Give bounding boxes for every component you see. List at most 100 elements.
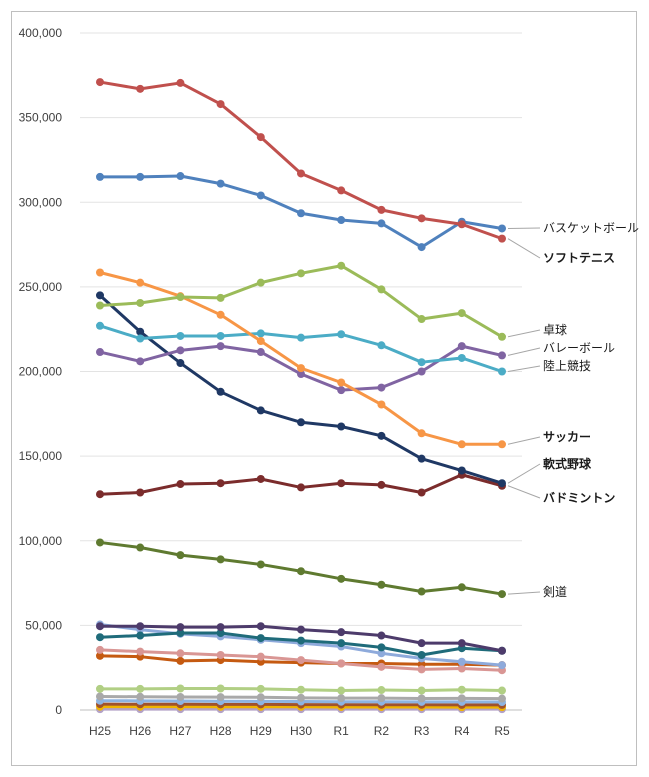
series-point — [457, 309, 466, 318]
leader-line — [507, 329, 541, 338]
series-line — [98, 294, 503, 485]
x-tick-label: H27 — [169, 724, 191, 738]
x-tick-label: H28 — [210, 724, 232, 738]
series-point — [136, 647, 145, 656]
series-point — [176, 293, 185, 302]
leader-line — [507, 463, 541, 484]
series-point — [136, 692, 145, 701]
series-point — [297, 685, 305, 694]
x-tick-label: R3 — [414, 724, 430, 738]
series-point — [457, 657, 466, 666]
series-point — [377, 341, 386, 350]
series-point — [136, 172, 145, 181]
series-point — [498, 440, 506, 449]
series-point — [377, 580, 386, 589]
series-point — [216, 293, 225, 302]
series-point — [498, 686, 506, 695]
series-point — [176, 346, 185, 355]
series-point — [457, 466, 466, 475]
series-label: サッカー — [543, 430, 591, 444]
series-point — [216, 684, 225, 693]
series-point — [297, 636, 305, 645]
series-point — [136, 278, 145, 287]
series-point — [96, 692, 104, 701]
series-point — [337, 639, 346, 648]
series-point — [256, 191, 265, 200]
series-point — [377, 219, 386, 228]
x-tick-label: H26 — [129, 724, 151, 738]
series-point — [176, 551, 185, 560]
series-point — [176, 684, 185, 693]
series-point — [96, 622, 104, 631]
series-point — [457, 440, 466, 449]
series-point — [136, 488, 145, 497]
x-tick-label: H29 — [250, 724, 272, 738]
y-tick-label: 350,000 — [19, 111, 63, 125]
series-point — [216, 650, 225, 659]
series-point — [498, 646, 506, 655]
series-point — [136, 357, 145, 366]
leader-line — [507, 485, 541, 499]
series-point — [417, 488, 426, 497]
series-label: 陸上競技 — [543, 358, 591, 373]
series-point — [337, 479, 346, 488]
series-point — [498, 234, 506, 243]
series-point — [136, 298, 145, 307]
series-point — [96, 348, 104, 357]
series-point — [457, 664, 466, 673]
series-point — [498, 332, 506, 341]
series-point — [136, 622, 145, 631]
series-point — [136, 334, 145, 343]
y-tick-label: 50,000 — [25, 618, 62, 632]
leader-line — [507, 347, 541, 356]
y-tick-label: 300,000 — [19, 195, 63, 209]
series-point — [457, 353, 466, 362]
series-point — [96, 268, 104, 277]
series-point — [297, 625, 305, 634]
series-point — [377, 643, 386, 652]
x-tick-label: H25 — [89, 724, 111, 738]
y-tick-label: 200,000 — [19, 365, 63, 379]
series-label: バレーボール — [543, 341, 615, 355]
series-point — [216, 479, 225, 488]
series-point — [216, 179, 225, 188]
series-point — [377, 631, 386, 640]
series-point — [417, 454, 426, 463]
series-point — [256, 693, 265, 702]
y-tick-label: 0 — [55, 703, 62, 717]
series-point — [136, 543, 145, 552]
series-point — [96, 172, 104, 181]
leader-line — [507, 591, 541, 595]
series-point — [337, 261, 346, 270]
series-point — [176, 172, 185, 181]
series-label: ソフトテニス — [543, 251, 615, 265]
series-point — [256, 474, 265, 483]
series-point — [297, 364, 305, 373]
series-point — [377, 686, 386, 695]
series-point — [377, 431, 386, 440]
series-point — [256, 622, 265, 631]
x-tick-label: H30 — [290, 724, 312, 738]
series-point — [498, 351, 506, 360]
series-point — [297, 370, 305, 379]
series-point — [417, 639, 426, 648]
series-point — [96, 684, 104, 693]
series-point — [176, 656, 185, 665]
x-tick-label: R5 — [494, 724, 510, 738]
x-tick-label: R4 — [454, 724, 470, 738]
x-tick-label: R1 — [334, 724, 350, 738]
series-point — [337, 330, 346, 339]
series-point — [96, 538, 104, 547]
series-point — [337, 216, 346, 225]
series-point — [176, 623, 185, 632]
series-point — [216, 387, 225, 396]
series-point — [176, 628, 185, 637]
series-point — [498, 661, 506, 670]
series-point — [96, 321, 104, 330]
series-point — [216, 331, 225, 340]
series-point — [256, 337, 265, 346]
series-point — [176, 359, 185, 368]
series-point — [136, 84, 145, 93]
x-tick-label: R2 — [374, 724, 390, 738]
